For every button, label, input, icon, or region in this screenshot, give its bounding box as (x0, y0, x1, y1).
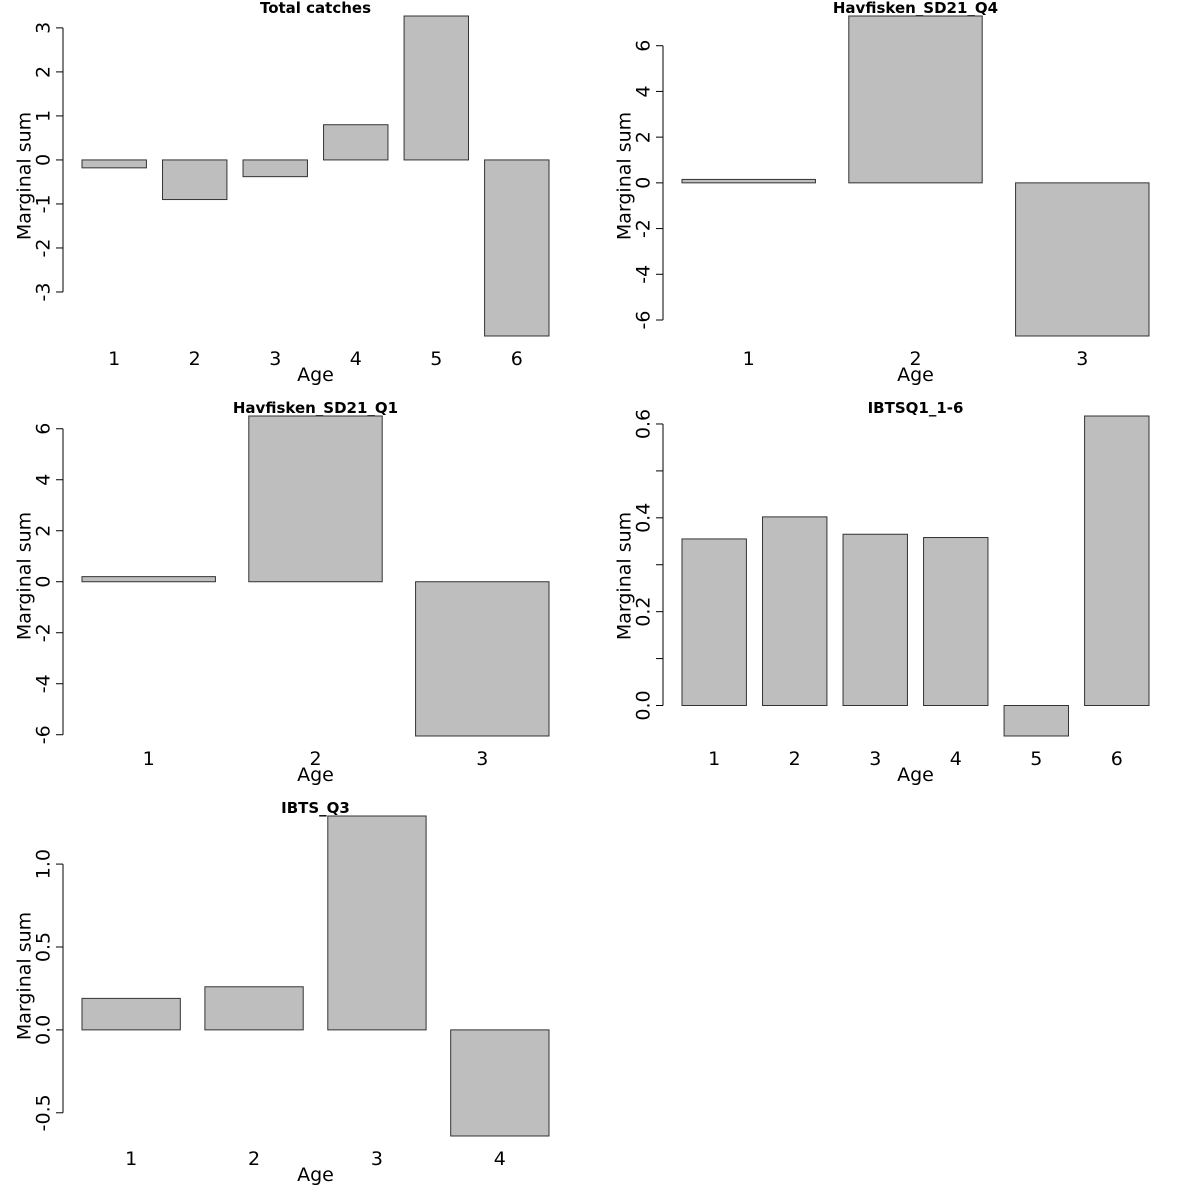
y-tick-label: -0.5 (33, 1094, 55, 1131)
y-tick-label: -6 (633, 311, 655, 330)
x-tick-label: 3 (1076, 348, 1088, 370)
bar-age-4 (450, 1029, 550, 1137)
bar-age-4 (923, 537, 989, 707)
bar-age-2 (204, 986, 304, 1031)
bar-age-1 (681, 538, 747, 707)
y-tick-label: -4 (633, 265, 655, 284)
x-axis-label: Age (897, 364, 934, 386)
y-tick-label: 0.5 (33, 932, 55, 962)
y-tick-label: 3 (33, 22, 55, 34)
x-tick-label: 2 (309, 748, 321, 770)
bar-age-6 (1084, 415, 1150, 707)
bar-age-1 (81, 997, 181, 1031)
x-tick-label: 3 (869, 748, 881, 770)
chart-panel: Havfisken_SD21_Q1 1 2 3 -6 -4 -2 0 2 4 6 Age Margina… (14, 399, 550, 786)
bar-age-1 (81, 576, 216, 583)
x-tick-label: 1 (708, 748, 720, 770)
y-tick-label: -2 (633, 219, 655, 238)
y-axis-label: Marginal sum (614, 512, 636, 640)
x-tick-label: 6 (511, 348, 523, 370)
y-tick-label: 1 (33, 110, 55, 122)
x-tick-label: 4 (350, 348, 362, 370)
x-tick-label: 2 (189, 348, 201, 370)
y-tick-label: -4 (33, 674, 55, 693)
chart-panel: IBTSQ1_1-6 1 2 3 4 5 6 0.0 0.2 0.4 0.6 Age Marginal … (614, 399, 1150, 786)
y-tick-label: 2 (33, 66, 55, 78)
bar-age-1 (81, 159, 147, 169)
x-tick-label: 4 (950, 748, 962, 770)
y-tick-label: 0.2 (633, 597, 655, 627)
x-axis-label: Age (297, 364, 334, 386)
bar-age-5 (1003, 705, 1069, 737)
y-tick-label: -6 (33, 725, 55, 744)
y-tick-label: 4 (33, 474, 55, 486)
bar-age-2 (248, 415, 383, 583)
bar-age-3 (242, 159, 308, 178)
y-tick-label: 0 (33, 576, 55, 588)
y-tick-label: -2 (33, 238, 55, 257)
bar-age-5 (403, 15, 469, 161)
bar-age-3 (842, 533, 908, 707)
bar-age-1 (681, 178, 816, 184)
y-axis-label: Marginal sum (614, 112, 636, 240)
x-tick-label: 2 (909, 348, 921, 370)
y-tick-label: 0.4 (633, 503, 655, 533)
x-tick-label: 3 (269, 348, 281, 370)
y-tick-label: 0 (633, 177, 655, 189)
y-tick-label: 6 (33, 423, 55, 435)
y-tick-label: 6 (633, 40, 655, 52)
y-tick-label: 0.0 (633, 690, 655, 720)
bar-age-3 (415, 581, 550, 737)
y-axis-label: Marginal sum (14, 112, 36, 240)
x-tick-label: 1 (743, 348, 755, 370)
x-axis-label: Age (897, 764, 934, 786)
x-axis-label: Age (297, 1164, 334, 1186)
y-tick-label: 2 (633, 131, 655, 143)
x-tick-label: 4 (494, 1148, 506, 1170)
chart-title: IBTS_Q3 (281, 799, 350, 817)
x-tick-label: 2 (248, 1148, 260, 1170)
bar-age-2 (848, 15, 983, 184)
chart-panel: Havfisken_SD21_Q4 1 2 3 -6 -4 -2 0 2 4 6 Age Margina… (614, 0, 1150, 386)
y-tick-label: 2 (33, 525, 55, 537)
chart-title: Havfisken_SD21_Q1 (233, 399, 398, 417)
chart-title: IBTSQ1_1-6 (868, 399, 964, 417)
y-tick-label: 4 (633, 85, 655, 97)
bar-age-6 (484, 159, 550, 337)
bar-age-4 (323, 124, 389, 161)
x-tick-label: 5 (1030, 748, 1042, 770)
x-tick-label: 1 (125, 1148, 137, 1170)
y-tick-label: 1.0 (33, 849, 55, 879)
x-tick-label: 3 (371, 1148, 383, 1170)
chart-panel: IBTS_Q3 1 2 3 4 -0.5 0.0 0.5 1.0 Age Marginal sum (14, 799, 550, 1186)
x-tick-label: 1 (108, 348, 120, 370)
bar-age-3 (1015, 182, 1150, 337)
y-tick-label: -1 (33, 194, 55, 213)
chart-panel: Total catches 1 2 3 4 5 6 -3 -2 -1 0 1 2 3 Age Marginal… (14, 0, 550, 386)
x-tick-label: 1 (143, 748, 155, 770)
x-axis-label: Age (297, 764, 334, 786)
bar-age-2 (162, 159, 228, 201)
y-tick-label: 0.0 (33, 1015, 55, 1045)
chart-title: Havfisken_SD21_Q4 (833, 0, 998, 17)
x-tick-label: 5 (430, 348, 442, 370)
x-tick-label: 2 (789, 748, 801, 770)
chart-title: Total catches (260, 0, 371, 17)
bar-age-3 (327, 815, 427, 1031)
y-tick-label: 0.6 (633, 409, 655, 439)
y-axis-label: Marginal sum (14, 512, 36, 640)
x-tick-label: 6 (1111, 748, 1123, 770)
y-axis-label: Marginal sum (14, 912, 36, 1040)
bar-age-2 (762, 516, 828, 707)
y-tick-label: -3 (33, 283, 55, 302)
x-tick-label: 3 (476, 748, 488, 770)
y-tick-label: 0 (33, 154, 55, 166)
y-tick-label: -2 (33, 623, 55, 642)
